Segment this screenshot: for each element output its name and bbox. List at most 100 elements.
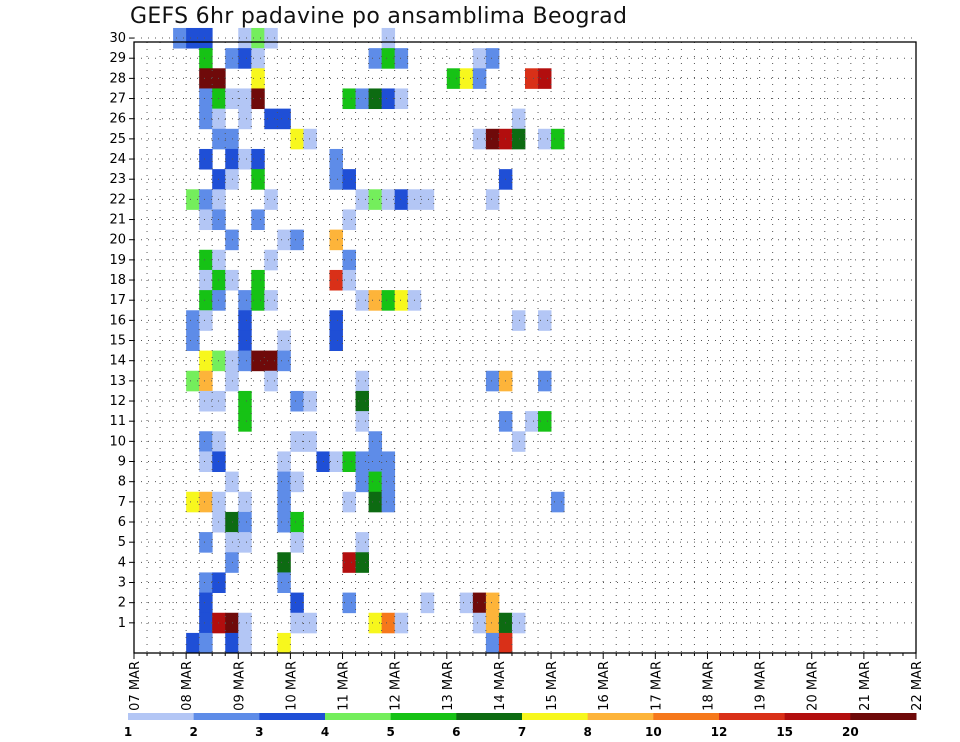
colorbar-label: 8 <box>583 725 591 739</box>
x-tick-label: 09 MAR <box>232 661 247 711</box>
heatmap-cell <box>485 189 500 210</box>
y-tick-label: 10 <box>109 434 126 449</box>
y-tick-label: 19 <box>109 253 126 268</box>
heatmap-cell <box>355 552 369 573</box>
heatmap-cell <box>251 290 265 311</box>
heatmap-cell <box>303 612 317 634</box>
heatmap-cell <box>355 88 369 110</box>
colorbar-segment <box>193 713 260 720</box>
heatmap-cell <box>394 48 409 69</box>
x-tick-label: 07 MAR <box>128 661 143 711</box>
heatmap-cell <box>173 27 187 49</box>
y-tick-label: 21 <box>109 213 126 228</box>
x-tick-label: 18 MAR <box>701 661 716 711</box>
heatmap-cell <box>290 229 304 251</box>
heatmap-cell <box>199 68 213 89</box>
heatmap-cell <box>225 471 239 493</box>
heatmap-cell <box>225 532 239 553</box>
y-tick-label: 22 <box>109 192 126 207</box>
heatmap-cell <box>277 108 291 130</box>
heatmap-cell <box>485 48 500 69</box>
y-tick-label: 8 <box>118 475 126 490</box>
colorbar-label: 12 <box>711 725 728 739</box>
heatmap-cell <box>368 48 383 69</box>
y-tick-label: 13 <box>109 374 126 389</box>
heatmap-cell <box>186 632 200 654</box>
x-tick-label: 11 MAR <box>337 661 352 711</box>
heatmap-cell <box>485 592 500 614</box>
heatmap-cell <box>199 612 213 634</box>
colorbar-segment <box>653 713 720 720</box>
heatmap-cell <box>264 108 278 130</box>
heatmap-cell <box>368 88 383 110</box>
heatmap-cell <box>199 390 213 412</box>
heatmap-cell <box>199 249 213 271</box>
heatmap-cell <box>199 592 213 614</box>
heatmap-cell <box>277 511 291 533</box>
heatmap-cell <box>225 269 239 291</box>
heatmap-cell <box>225 350 239 372</box>
heatmap-cell <box>225 128 239 150</box>
heatmap-cell <box>186 370 200 392</box>
heatmap-cell <box>277 350 291 372</box>
heatmap-cell <box>355 390 369 412</box>
heatmap-cell <box>538 68 552 89</box>
colorbar-segment <box>587 713 654 720</box>
heatmap-cell <box>342 451 356 472</box>
heatmap-cell <box>251 68 265 89</box>
heatmap-cell <box>199 189 213 210</box>
heatmap-cell <box>238 290 252 311</box>
heatmap-cell <box>277 330 291 352</box>
heatmap-cell <box>381 48 396 69</box>
heatmap-cell <box>277 552 291 573</box>
heatmap-cell <box>368 612 383 634</box>
heatmap-cell <box>225 148 239 170</box>
heatmap-cell <box>186 330 200 352</box>
y-tick-label: 17 <box>109 293 126 308</box>
heatmap-cell <box>225 511 239 533</box>
heatmap-cell <box>199 27 213 49</box>
colorbar-segment <box>719 713 786 720</box>
heatmap-cell <box>342 269 356 291</box>
colorbar-label: 5 <box>386 725 394 739</box>
heatmap-cell <box>186 491 200 513</box>
colorbar-label: 7 <box>518 725 526 739</box>
heatmap-cell <box>264 249 278 271</box>
heatmap-cell <box>446 68 461 89</box>
heatmap-cell <box>511 310 526 331</box>
colorbar-segment <box>784 713 851 720</box>
heatmap-cell <box>329 451 343 472</box>
colorbar-label: 2 <box>189 725 197 739</box>
heatmap-cell <box>368 431 383 452</box>
heatmap-cell <box>342 552 356 573</box>
heatmap-cell <box>290 431 304 452</box>
x-tick-label: 16 MAR <box>597 661 612 711</box>
y-tick-label: 16 <box>109 313 126 328</box>
heatmap-cell <box>199 88 213 110</box>
colorbar-segment <box>259 713 326 720</box>
heatmap-cell <box>199 48 213 69</box>
heatmap-cell <box>329 148 343 170</box>
heatmap-cell <box>472 48 487 69</box>
heatmap-cell <box>251 48 265 69</box>
heatmap-cell <box>238 350 252 372</box>
heatmap-cell <box>381 491 396 513</box>
heatmap-cell <box>485 128 500 150</box>
heatmap-cell <box>342 88 356 110</box>
y-tick-label: 6 <box>118 515 126 530</box>
heatmap-cell <box>251 169 265 190</box>
heatmap-cell <box>538 411 552 432</box>
heatmap-cell <box>381 189 396 210</box>
heatmap-cell <box>186 189 200 210</box>
heatmap-cell <box>290 128 304 150</box>
heatmap-cell <box>459 68 474 89</box>
heatmap-cell <box>511 431 526 452</box>
heatmap-cell <box>238 27 252 49</box>
heatmap-cell <box>342 249 356 271</box>
heatmap-cell <box>342 169 356 190</box>
heatmap-cell <box>420 189 435 210</box>
x-tick-label: 19 MAR <box>754 661 769 711</box>
heatmap-cell <box>225 169 239 190</box>
heatmap-cell <box>485 370 500 392</box>
